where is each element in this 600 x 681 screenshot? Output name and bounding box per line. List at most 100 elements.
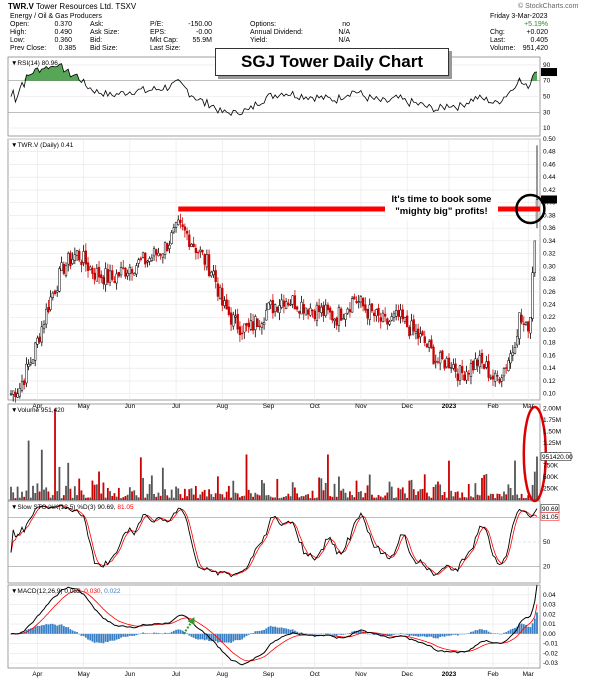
macd-histogram-bar	[397, 633, 400, 635]
price-candle-body	[152, 248, 156, 257]
price-candle-body	[106, 269, 109, 283]
volume-tick-label: 1.25M	[543, 440, 561, 447]
volume-bar	[148, 484, 151, 500]
macd-histogram-bar	[393, 633, 395, 635]
price-tick-label: 0.34	[543, 238, 556, 245]
price-candle-body	[185, 230, 189, 234]
macd-histogram-bar	[120, 633, 122, 638]
price-candle-body	[135, 265, 138, 275]
macd-histogram-bar	[234, 633, 237, 641]
macd-histogram-bar	[201, 633, 204, 640]
sto-value-box	[540, 512, 560, 521]
price-candle-body	[287, 302, 290, 306]
volume-bar	[291, 482, 294, 500]
price-candle-body	[229, 312, 233, 325]
macd-histogram-bar	[161, 633, 164, 635]
volume-bar	[399, 489, 402, 500]
macd-tick-label: -0.02	[543, 650, 558, 657]
macd-histogram-bar	[527, 626, 530, 634]
macd-histogram-bar	[87, 633, 89, 640]
macd-histogram-bar	[172, 630, 175, 634]
volume-bar	[67, 462, 70, 500]
macd-histogram-bar	[113, 633, 116, 641]
price-candle-body	[364, 304, 367, 311]
price-tick-label: 0.46	[543, 161, 556, 168]
price-candle-body	[359, 296, 363, 303]
price-candle-body	[390, 316, 393, 321]
macd-histogram-bar	[197, 633, 199, 640]
price-candle-body	[370, 303, 374, 312]
volume-bar	[309, 498, 312, 500]
volume-bar	[467, 483, 470, 500]
header-col-1: Open: 0.370 High: 0.490 Low: 0.360 Prev Close:…	[10, 21, 76, 53]
macd-histogram-bar	[434, 633, 437, 639]
price-candle-body	[249, 320, 253, 330]
volume-bar	[294, 487, 296, 500]
price-candle-body	[27, 364, 30, 367]
macd-histogram-bar	[294, 630, 296, 634]
volume-tick-label: 750K	[543, 463, 559, 470]
volume-bar	[302, 496, 305, 500]
price-candle-body	[436, 361, 440, 363]
macd-histogram-bar	[230, 633, 232, 643]
price-candle-body	[256, 318, 259, 328]
volume-bar	[300, 496, 303, 500]
macd-histogram-bar	[498, 633, 501, 635]
macd-histogram-bar	[236, 633, 239, 641]
price-candle-body	[408, 326, 411, 337]
price-candle-body	[188, 234, 191, 248]
price-candle-body	[397, 310, 400, 317]
macd-histogram-bar	[465, 633, 468, 635]
macd-histogram-bar	[463, 633, 466, 635]
price-candle-body	[29, 362, 32, 365]
volume-bar	[190, 488, 193, 500]
macd-histogram-bar	[496, 633, 499, 634]
volume-bar	[450, 490, 453, 500]
macd-histogram-bar	[106, 633, 109, 643]
volume-bar	[23, 496, 26, 500]
volume-bar	[393, 497, 395, 500]
price-candle-body	[108, 270, 112, 283]
volume-bar	[487, 495, 490, 500]
header-field: Last Size:	[150, 45, 212, 53]
price-candle-body	[64, 265, 68, 276]
price-candle-body	[91, 267, 94, 274]
volume-bar	[260, 479, 263, 500]
volume-bar	[536, 456, 538, 500]
field-label: Chg:	[490, 29, 505, 36]
exchange: TSXV	[115, 2, 137, 11]
price-candle-body	[100, 274, 103, 279]
macd-histogram-bar	[111, 633, 114, 641]
price-candle-body	[210, 271, 213, 277]
price-candle-body	[278, 305, 281, 314]
volume-bar	[349, 491, 351, 500]
macd-histogram-bar	[333, 633, 336, 636]
macd-histogram-bar	[245, 633, 248, 637]
price-candle-body	[157, 252, 160, 257]
price-panel-label: ▼TWR.V (Daily) 0.41	[11, 142, 74, 149]
price-candle-body	[119, 267, 123, 276]
macd-histogram-bar	[364, 632, 367, 634]
volume-bar	[109, 491, 111, 500]
price-candle-body	[366, 309, 369, 319]
macd-histogram-bar	[478, 629, 481, 634]
month-label: Jul	[172, 403, 181, 410]
header-field: Open: 0.370	[10, 21, 76, 29]
macd-histogram-bar	[115, 633, 118, 640]
volume-bar	[58, 466, 61, 500]
price-candle-body	[315, 304, 319, 321]
volume-bar	[454, 492, 457, 500]
volume-bar	[531, 484, 534, 500]
volume-bar	[452, 496, 455, 500]
macd-histogram-bar	[247, 633, 250, 635]
volume-bar	[415, 494, 417, 500]
macd-histogram-bar	[212, 633, 215, 641]
macd-histogram-bar	[157, 632, 160, 634]
macd-histogram-bar	[487, 631, 490, 634]
month-label: Sep	[263, 671, 275, 678]
volume-bar	[186, 496, 188, 500]
price-candle-body	[293, 295, 297, 310]
macd-histogram-bar	[150, 633, 153, 634]
field-label: Volume:	[490, 45, 516, 52]
field-value: 0.490	[54, 29, 72, 36]
